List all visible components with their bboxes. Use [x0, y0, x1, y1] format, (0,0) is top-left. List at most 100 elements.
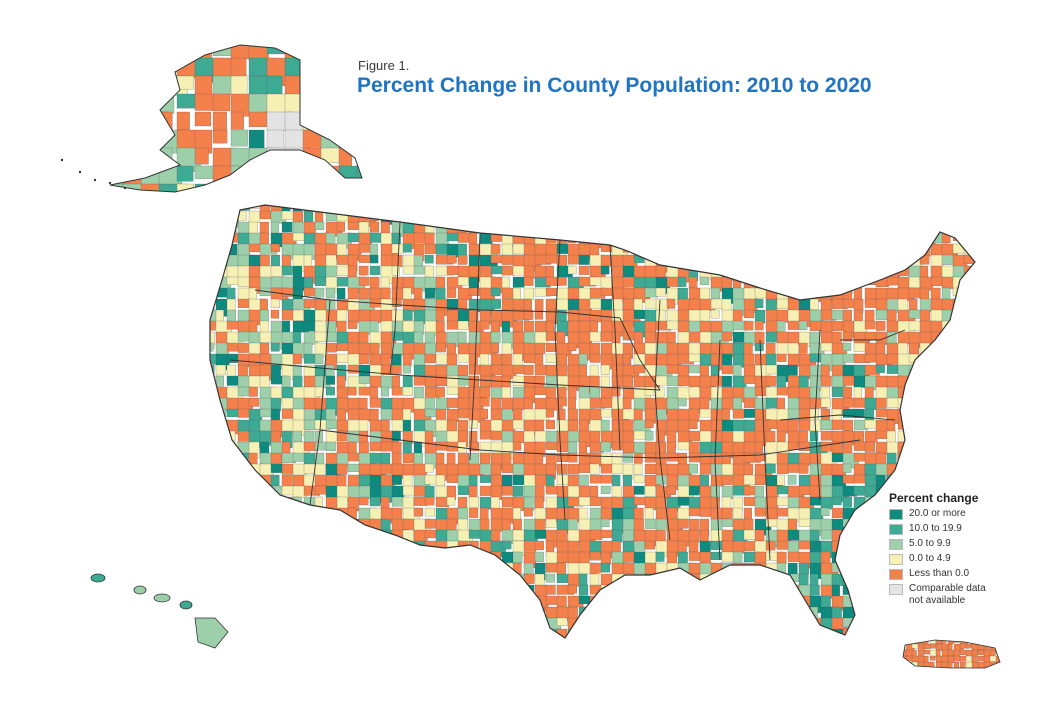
- county-cell: [523, 463, 536, 477]
- county-cell: [809, 276, 819, 295]
- county-cell: [292, 595, 310, 605]
- county-cell: [765, 606, 778, 620]
- county-cell: [556, 628, 568, 638]
- county-cell: [611, 584, 623, 602]
- county-cell: [369, 562, 388, 578]
- county-cell: [754, 210, 769, 225]
- county-cell: [875, 221, 884, 232]
- county-cell: [248, 147, 276, 166]
- county-cell: [721, 584, 735, 603]
- county-cell: [765, 232, 782, 246]
- county-cell: [776, 551, 787, 565]
- county-cell: [556, 276, 567, 286]
- county-cell: [787, 221, 806, 233]
- county-cell: [303, 584, 321, 594]
- county-cell: [666, 485, 676, 496]
- county-cell: [248, 507, 266, 519]
- county-cell: [302, 183, 328, 192]
- county-cell: [754, 205, 764, 209]
- county-cell: [413, 205, 426, 215]
- county-cell: [776, 221, 786, 237]
- county-cell: [556, 573, 570, 584]
- county-cell: [810, 640, 822, 649]
- county-cell: [534, 205, 543, 212]
- county-cell: [930, 386, 942, 403]
- county-cell: [325, 606, 337, 625]
- county-cell: [212, 111, 227, 132]
- county-cell: [820, 397, 831, 408]
- legend-item: 10.0 to 19.9: [889, 523, 1039, 535]
- county-cell: [903, 667, 910, 668]
- county-cell: [732, 408, 745, 419]
- county-cell: [534, 342, 546, 355]
- county-cell: [501, 518, 511, 531]
- county-cell: [875, 441, 887, 455]
- county-cell: [402, 243, 412, 253]
- county-cell: [842, 529, 855, 547]
- legend-title: Percent change: [889, 491, 979, 505]
- county-cell: [215, 452, 227, 465]
- county-cell: [424, 463, 434, 473]
- county-cell: [292, 529, 304, 541]
- county-cell: [600, 221, 612, 232]
- county-cell: [302, 57, 316, 75]
- county-cell: [567, 265, 577, 275]
- county-cell: [743, 617, 755, 629]
- county-cell: [655, 386, 665, 398]
- county-cell: [490, 287, 501, 297]
- county-cell: [963, 419, 975, 429]
- county-cell: [413, 254, 423, 267]
- county-cell: [952, 221, 965, 234]
- county-cell: [435, 617, 453, 632]
- county-cell: [666, 232, 679, 243]
- county-cell: [787, 232, 797, 250]
- county-cell: [952, 419, 966, 438]
- county-cell: [963, 342, 975, 358]
- county-cell: [402, 584, 415, 596]
- county-cell: [919, 463, 935, 481]
- county-cell: [853, 485, 865, 496]
- county-cell: [633, 232, 649, 249]
- county-cell: [215, 474, 233, 488]
- county-cell: [248, 595, 258, 608]
- county-cell: [457, 205, 469, 216]
- county-cell: [963, 408, 974, 422]
- county-cell: [523, 364, 534, 375]
- county-cell: [787, 551, 800, 562]
- county-cell: [369, 276, 380, 290]
- county-cell: [974, 397, 975, 411]
- county-cell: [435, 606, 451, 617]
- county-cell: [798, 210, 811, 222]
- county-cell: [446, 562, 456, 572]
- county-cell: [270, 507, 282, 524]
- county-cell: [622, 419, 634, 433]
- county-cell: [820, 232, 834, 250]
- county-cell: [194, 111, 212, 127]
- county-cell: [325, 408, 336, 422]
- county-cell: [479, 320, 490, 330]
- county-cell: [809, 628, 827, 638]
- county-cell: [622, 485, 635, 498]
- county-cell: [600, 210, 616, 224]
- county-cell: [325, 485, 338, 499]
- county-cell: [842, 474, 856, 484]
- county-cell: [567, 452, 578, 463]
- county-cell: [402, 474, 413, 488]
- county-cell: [787, 419, 799, 433]
- county-cell: [974, 628, 975, 638]
- county-cell: [424, 353, 436, 364]
- county-cell: [633, 628, 650, 638]
- county-cell: [941, 452, 958, 468]
- county-cell: [534, 628, 547, 638]
- county-cell: [864, 221, 875, 238]
- county-cell: [534, 419, 545, 431]
- county-cell: [402, 364, 411, 374]
- county-cell: [546, 640, 556, 652]
- county-cell: [600, 551, 611, 565]
- county-cell: [413, 562, 426, 575]
- county-cell: [589, 496, 601, 507]
- county-cell: [237, 496, 252, 512]
- county-cell: [974, 342, 975, 352]
- county-cell: [787, 205, 805, 214]
- county-cell: [226, 529, 243, 542]
